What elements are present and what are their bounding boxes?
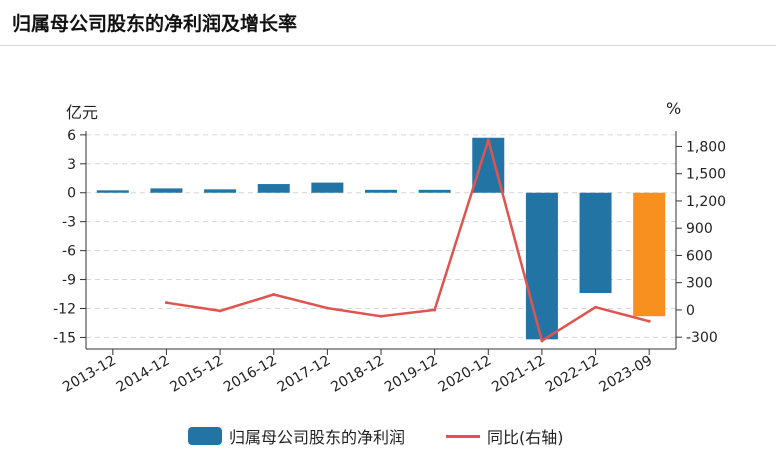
right-tick-label: 900	[686, 221, 713, 237]
right-tick-label: 300	[686, 276, 713, 292]
line-series	[164, 138, 651, 343]
left-tick-label: -12	[53, 301, 76, 317]
line-point-2015-12	[218, 309, 222, 313]
bar-2023-09	[633, 192, 666, 317]
bar-2019-12	[418, 189, 451, 193]
legend: 归属母公司股东的净利润 同比(右轴)	[0, 424, 776, 448]
bar-2021-12	[525, 192, 558, 340]
right-tick-label: -300	[686, 330, 718, 346]
left-tick-label: 6	[67, 128, 76, 144]
left-tick-label: 0	[67, 186, 76, 202]
bar-series	[96, 137, 666, 340]
line-point-2020-12	[486, 138, 490, 142]
left-axis-unit: 亿元	[66, 103, 99, 122]
left-tick-label: -15	[53, 330, 76, 346]
bar-2014-12	[150, 188, 183, 193]
bar-2018-12	[365, 189, 397, 193]
legend-line-label: 同比(右轴)	[487, 428, 564, 447]
x-tick-label: 2015-12	[167, 353, 226, 396]
line-point-2014-12	[164, 301, 168, 305]
right-tick-label: 1,500	[686, 167, 726, 183]
line-point-2016-12	[272, 293, 276, 296]
x-tick-label: 2018-12	[328, 353, 387, 396]
legend-item-bar[interactable]: 归属母公司股东的净利润	[188, 424, 405, 448]
line-point-2023-09	[647, 319, 651, 323]
right-tick-label: 1,200	[686, 194, 726, 210]
x-tick-label: 2023-09	[597, 353, 656, 396]
left-tick-label: -3	[62, 215, 76, 231]
line-point-2019-12	[433, 308, 437, 312]
legend-bar-swatch	[188, 427, 222, 445]
line-point-2017-12	[325, 306, 329, 310]
x-tick-label: 2019-12	[382, 353, 441, 396]
legend-item-line[interactable]: 同比(右轴)	[446, 424, 564, 448]
right-tick-label: 0	[686, 303, 695, 319]
left-tick-label: 3	[67, 157, 76, 173]
line-point-2021-12	[540, 339, 544, 343]
legend-line-swatch	[446, 434, 480, 438]
bar-2022-12	[579, 192, 612, 294]
x-tick-label: 2014-12	[114, 353, 173, 396]
x-tick-label: 2017-12	[275, 353, 334, 396]
bar-2015-12	[204, 189, 237, 193]
header-bar: 归属母公司股东的净利润及增长率	[0, 0, 776, 46]
right-axis-unit: %	[666, 99, 682, 118]
left-tick-label: -6	[62, 244, 76, 260]
x-tick-label: 2021-12	[489, 353, 548, 396]
yoy-growth-line	[166, 138, 650, 343]
bar-2017-12	[311, 182, 344, 193]
right-tick-label: 600	[686, 248, 713, 264]
net-profit-chart: 6 3 0 -3 -6 -9 -12 -15 1,800 1,500 1,200 900 600 300…	[53, 128, 726, 396]
right-tick-label: 1,800	[686, 139, 726, 155]
bar-2016-12	[257, 184, 290, 193]
x-tick-label: 2020-12	[436, 353, 495, 396]
bar-2013-12	[96, 190, 129, 193]
left-axis-ticks: 6 3 0 -3 -6 -9 -12 -15	[53, 128, 76, 347]
x-tick-label: 2022-12	[543, 353, 602, 396]
x-tick-label: 2013-12	[60, 353, 119, 396]
legend-bar-label: 归属母公司股东的净利润	[229, 428, 406, 447]
x-axis-ticks: 2013-122014-122015-122016-122017-122018-…	[60, 353, 655, 396]
chart-title: 归属母公司股东的净利润及增长率	[12, 13, 298, 35]
left-tick-label: -9	[62, 273, 76, 289]
x-tick-label: 2016-12	[221, 353, 280, 396]
line-point-2022-12	[594, 305, 598, 309]
line-point-2018-12	[379, 314, 383, 318]
right-axis-ticks: 1,800 1,500 1,200 900 600 300 0 -300	[686, 139, 726, 346]
axes	[80, 131, 682, 355]
